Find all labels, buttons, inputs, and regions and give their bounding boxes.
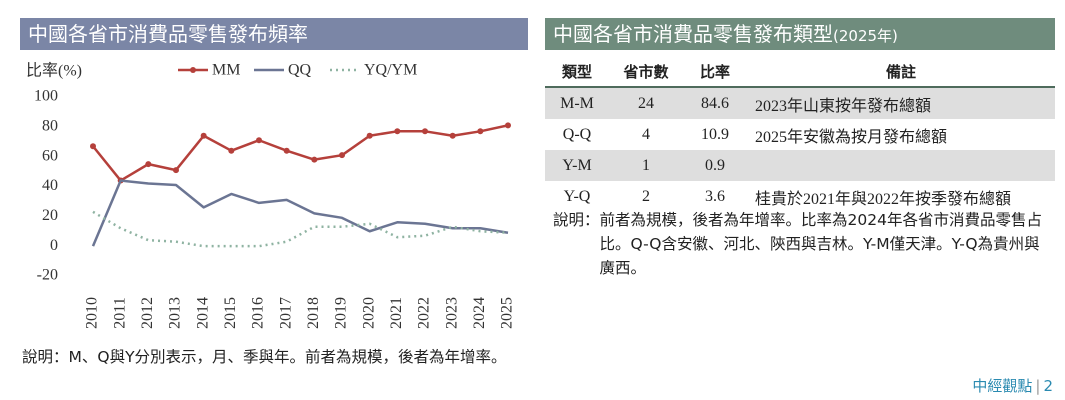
point xyxy=(173,167,179,174)
table-note: 說明： 前者為規模，後者為年增率。比率為2024年各省市消費品零售占比。Q-Q含… xyxy=(553,208,1053,280)
table-title-suffix: (2025年) xyxy=(833,27,898,45)
legend-label: YQ/YM xyxy=(364,62,417,79)
table: 類型 省市數 比率 備註 M-M 24 84.6 2023年山東按年發布總額 Q-Q 4 1… xyxy=(545,56,1055,212)
chart: 比率(%) -20 0 20 40 60 80 100 2010 2011 2012 2013 201… xyxy=(26,62,516,329)
point xyxy=(311,156,318,163)
note-label: 說明： xyxy=(22,348,69,366)
point xyxy=(145,161,152,168)
x-tick-label: 2014 xyxy=(194,297,211,329)
table-cell: 10.9 xyxy=(701,125,729,143)
x-tick-label: 2010 xyxy=(84,297,101,329)
table-cell: Y-Q xyxy=(563,187,591,205)
point xyxy=(90,143,96,150)
y-tick-label: 80 xyxy=(42,118,58,135)
point xyxy=(449,132,456,139)
y-tick-label: 40 xyxy=(42,177,58,194)
header-cell: 比率 xyxy=(683,56,747,88)
table-cell: Q-Q xyxy=(562,125,592,143)
point xyxy=(283,147,290,154)
table-cell: 2025年安徽為按月發布總額 xyxy=(755,128,948,146)
point xyxy=(394,128,401,135)
table-cell: 桂貴於2021年與2022年按季發布總額 xyxy=(755,190,1012,208)
x-tick-label: 2022 xyxy=(416,297,433,329)
table-cell: 1 xyxy=(609,150,683,181)
x-tick-label: 2019 xyxy=(333,297,350,329)
y-tick-label: 20 xyxy=(42,207,58,224)
table-row: Y-M 1 0.9 xyxy=(545,150,1055,181)
legend-marker xyxy=(190,67,196,73)
x-tick-label: 2024 xyxy=(471,297,488,329)
table-title: 中國各省市消費品零售發布類型 xyxy=(553,22,833,46)
chart-note: 說明： M、Q與Y分別表示，月、季與年。前者為規模，後者為年增率。 xyxy=(22,345,532,369)
y-tick-label: 100 xyxy=(34,88,58,105)
legend-label: MM xyxy=(212,62,240,79)
note-text: M、Q與Y分別表示，月、季與年。前者為規模，後者為年增率。 xyxy=(68,348,507,366)
x-tick-label: 2020 xyxy=(360,297,377,329)
table-row: M-M 24 84.6 2023年山東按年發布總額 xyxy=(545,87,1055,119)
table-cell: 0.9 xyxy=(683,150,747,181)
y-axis-label: 比率(%) xyxy=(26,62,82,80)
chart-title: 中國各省市消費品零售發布頻率 xyxy=(28,22,308,46)
header-cell: 省市數 xyxy=(609,56,683,88)
x-tick-label: 2021 xyxy=(388,297,405,329)
x-tick-label: 2011 xyxy=(111,297,128,328)
chart-title-bar: 中國各省市消費品零售發布頻率 xyxy=(20,18,528,50)
point xyxy=(200,132,207,139)
series-line xyxy=(92,124,509,182)
series-line xyxy=(92,210,509,248)
point xyxy=(228,147,235,154)
point xyxy=(477,128,484,135)
table-cell: 2 xyxy=(642,187,650,205)
table-cell: 2023年山東按年發布總額 xyxy=(747,87,1055,119)
table-cell: Y-M xyxy=(545,150,609,181)
table-cell: M-M xyxy=(545,87,609,119)
x-tick-label: 2018 xyxy=(305,297,322,329)
point xyxy=(422,128,428,135)
x-tick-label: 2016 xyxy=(250,297,267,329)
x-tick-label: 2017 xyxy=(277,297,294,329)
legend-label: QQ xyxy=(288,62,312,79)
x-tick-label: 2013 xyxy=(167,297,184,329)
brand: 中經觀點 xyxy=(972,377,1033,395)
point xyxy=(366,132,373,139)
page-number: 2 xyxy=(1043,377,1053,395)
footer: 中經觀點 | 2 xyxy=(972,377,1053,395)
table-cell xyxy=(747,150,1055,181)
table-cell: 4 xyxy=(642,125,650,143)
table-row: Q-Q 4 10.9 2025年安徽為按月發布總額 xyxy=(545,119,1055,150)
header-row: 類型 省市數 比率 備註 xyxy=(545,56,1055,88)
y-tick-label: 0 xyxy=(50,237,58,254)
table-cell: 3.6 xyxy=(705,187,725,205)
x-tick-label: 2025 xyxy=(499,297,516,329)
x-tick-label: 2023 xyxy=(443,297,460,329)
x-tick-label: 2015 xyxy=(222,297,239,329)
point xyxy=(505,122,511,129)
table-cell: 84.6 xyxy=(683,87,747,119)
table-row: Y-Q 2 3.6 桂貴於2021年與2022年按季發布總額 xyxy=(545,181,1055,212)
table-title-bar: 中國各省市消費品零售發布類型(2025年) xyxy=(545,18,1055,50)
y-tick-label: -20 xyxy=(37,267,58,284)
note-text: 前者為規模，後者為年增率。比率為2024年各省市消費品零售占比。Q-Q含安徽、河… xyxy=(599,211,1042,277)
header-cell: 備註 xyxy=(747,56,1055,88)
table-cell: 24 xyxy=(609,87,683,119)
x-tick-label: 2012 xyxy=(139,297,156,329)
series-line xyxy=(91,179,509,247)
header-cell: 類型 xyxy=(545,56,609,88)
point xyxy=(256,137,262,144)
point xyxy=(339,152,345,159)
y-tick-label: 60 xyxy=(42,147,58,164)
note-label: 說明： xyxy=(553,211,600,229)
